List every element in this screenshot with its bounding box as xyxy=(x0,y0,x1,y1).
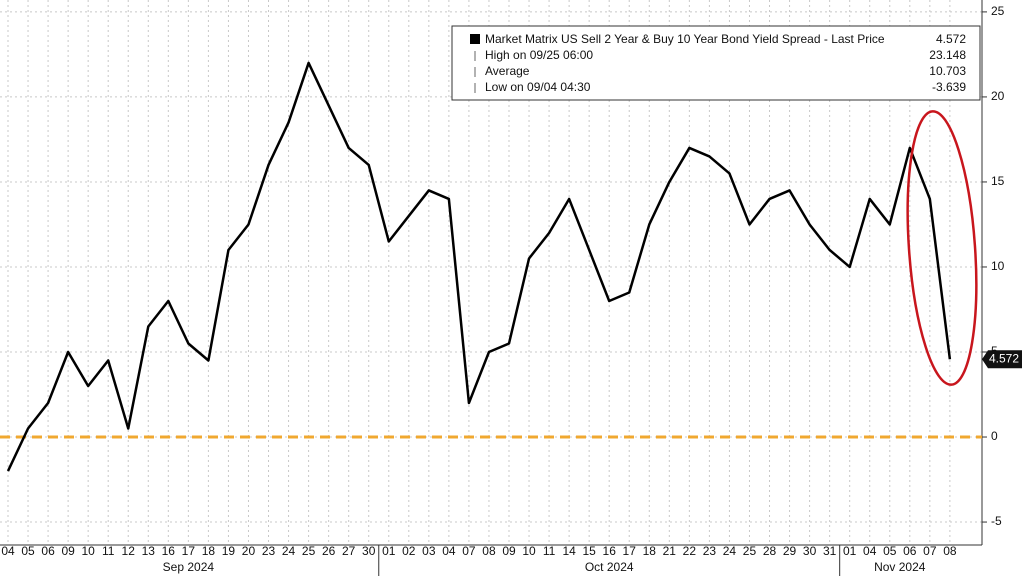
x-tick-label: 09 xyxy=(502,544,516,558)
x-tick-label: 27 xyxy=(342,544,356,558)
month-label: Sep 2024 xyxy=(163,560,215,574)
x-tick-label: 03 xyxy=(422,544,436,558)
legend-value: 4.572 xyxy=(936,32,966,46)
legend-value: -3.639 xyxy=(932,80,966,94)
legend-label: Market Matrix US Sell 2 Year & Buy 10 Ye… xyxy=(485,32,885,46)
x-tick-label: 01 xyxy=(843,544,857,558)
data-line xyxy=(6,61,952,472)
x-tick-label: 24 xyxy=(282,544,296,558)
x-tick-label: 07 xyxy=(923,544,937,558)
x-tick-label: 11 xyxy=(543,544,556,558)
x-tick-label: 15 xyxy=(582,544,596,558)
x-tick-label: 04 xyxy=(1,544,15,558)
x-tick-label: 31 xyxy=(823,544,837,558)
plot xyxy=(0,61,982,472)
x-tick-label: 16 xyxy=(162,544,176,558)
x-tick-label: 09 xyxy=(61,544,75,558)
x-tick-label: 29 xyxy=(783,544,797,558)
x-tick-label: 06 xyxy=(903,544,917,558)
legend-label: Average xyxy=(485,64,530,78)
y-tick-label: 25 xyxy=(991,4,1005,18)
x-tick-label: 30 xyxy=(803,544,817,558)
x-tick-label: 30 xyxy=(362,544,376,558)
x-tick-label: 26 xyxy=(322,544,336,558)
legend-box xyxy=(451,25,981,101)
y-tick-label: -5 xyxy=(991,514,1002,528)
x-tick-label: 18 xyxy=(643,544,657,558)
month-label: Oct 2024 xyxy=(585,560,634,574)
x-tick-label: 25 xyxy=(302,544,316,558)
legend-value: 10.703 xyxy=(929,64,966,78)
x-tick-label: 08 xyxy=(482,544,496,558)
x-tick-label: 10 xyxy=(81,544,95,558)
x-tick-label: 05 xyxy=(883,544,897,558)
x-tick-label: 02 xyxy=(402,544,416,558)
x-tick-label: 17 xyxy=(182,544,196,558)
x-tick-label: 18 xyxy=(202,544,216,558)
x-tick-label: 04 xyxy=(442,544,456,558)
x-tick-label: 05 xyxy=(21,544,35,558)
x-tick-label: 06 xyxy=(41,544,55,558)
x-tick-label: 11 xyxy=(102,544,115,558)
x-tick-label: 19 xyxy=(222,544,236,558)
x-tick-label: 13 xyxy=(142,544,156,558)
x-tick-label: 04 xyxy=(863,544,877,558)
x-tick-label: 24 xyxy=(723,544,737,558)
legend-label: Low on 09/04 04:30 xyxy=(485,80,591,94)
x-tick-label: 25 xyxy=(743,544,757,558)
x-tick-label: 23 xyxy=(262,544,276,558)
x-tick-label: 12 xyxy=(122,544,136,558)
x-tick-label: 01 xyxy=(382,544,396,558)
legend-value: 23.148 xyxy=(929,48,966,62)
y-tick-label: 10 xyxy=(991,259,1005,273)
last-price-label: 4.572 xyxy=(989,351,1019,365)
legend-swatch xyxy=(470,34,480,44)
x-tick-label: 10 xyxy=(522,544,536,558)
y-tick-label: 0 xyxy=(991,429,998,443)
y-tick-label: 15 xyxy=(991,174,1005,188)
x-tick-label: 20 xyxy=(242,544,256,558)
last-price-tag xyxy=(982,350,1022,369)
x-tick-label: 16 xyxy=(603,544,617,558)
x-tick-label: 17 xyxy=(623,544,637,558)
x-tick-label: 07 xyxy=(462,544,476,558)
x-tick-label: 21 xyxy=(663,544,677,558)
legend: Market Matrix US Sell 2 Year & Buy 10 Ye… xyxy=(451,25,981,101)
x-tick-label: 22 xyxy=(683,544,697,558)
month-label: Nov 2024 xyxy=(874,560,926,574)
x-tick-label: 23 xyxy=(703,544,717,558)
x-tick-label: 08 xyxy=(943,544,957,558)
y-tick-label: 20 xyxy=(991,89,1005,103)
x-tick-label: 28 xyxy=(763,544,777,558)
legend-label: High on 09/25 06:00 xyxy=(485,48,593,62)
annotation-circle xyxy=(906,110,978,386)
x-tick-label: 14 xyxy=(562,544,576,558)
